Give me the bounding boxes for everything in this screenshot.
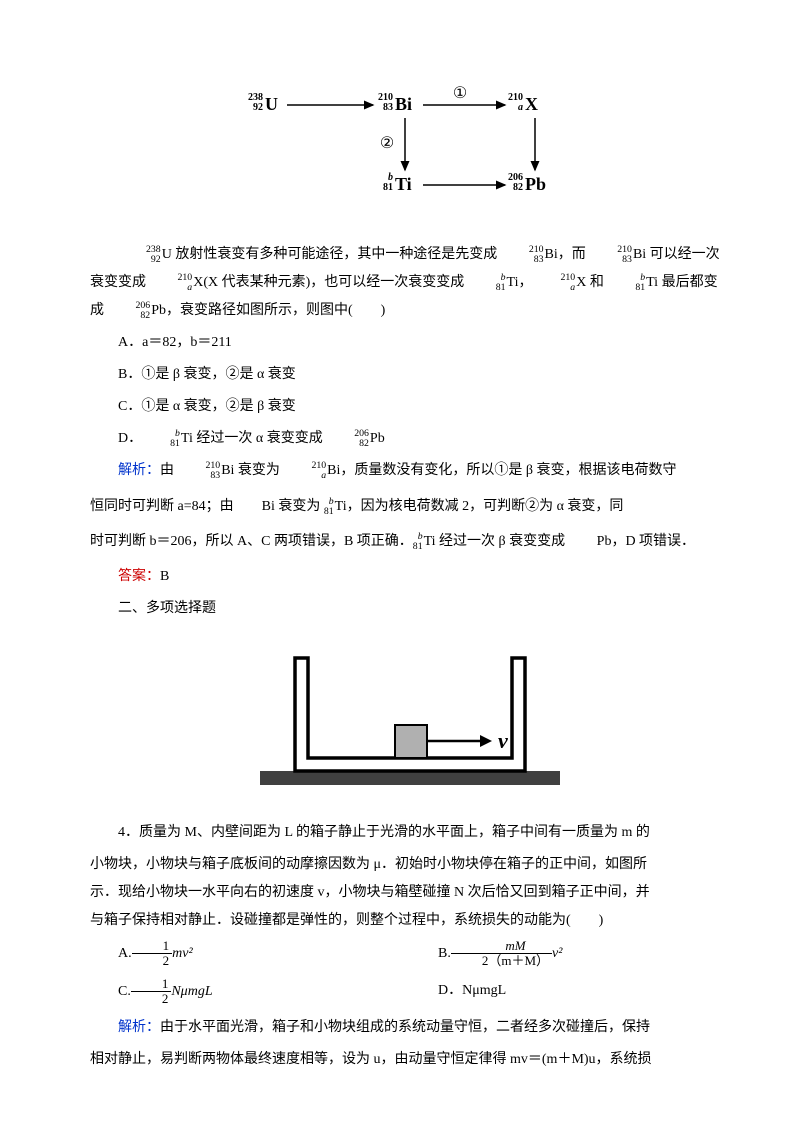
svg-text:Ti: Ti [395, 174, 412, 194]
q3-option-d: D．b81Ti 经过一次 α 衰变变成 20682Pb [90, 425, 730, 453]
analysis-label-2: 解析： [118, 1020, 160, 1035]
svg-text:a: a [518, 102, 523, 113]
q4-line2: 小物块，小物块与箱子底板间的动摩擦因数为 μ．初始时小物块停在箱子的正中间，如图… [90, 851, 730, 879]
svg-text:92: 92 [253, 102, 263, 113]
q4-option-d: D．NμmgL [410, 977, 730, 1007]
q3-option-b: B．①是 β 衰变，②是 α 衰变 [90, 361, 730, 389]
q3-analysis-3: 时可判断 b＝206，所以 A、C 两项错误，B 项正确．b81Ti 经过一次 … [90, 524, 730, 559]
svg-text:X: X [525, 94, 538, 114]
q4-option-c: C.12NμmgL [90, 977, 410, 1007]
q4-line1: 4．质量为 M、内壁间距为 L 的箱子静止于光滑的水平面上，箱子中间有一质量为 … [90, 819, 730, 847]
svg-text:83: 83 [383, 102, 393, 113]
svg-text:v: v [498, 728, 508, 753]
answer-label: 答案： [118, 569, 160, 584]
q4-analysis-1: 解析：由于水平面光滑，箱子和小物块组成的系统动量守恒，二者经多次碰撞后，保持 [90, 1014, 730, 1042]
q3-analysis-2: 恒同时可判断 a=84；由 Bi 衰变为 b81Ti，因为核电荷数减 2，可判断… [90, 489, 730, 524]
svg-text:81: 81 [383, 182, 393, 193]
q4-line3: 示．现给小物块一水平向右的初速度 v，小物块与箱壁碰撞 N 次后恰又回到箱子正中… [90, 879, 730, 907]
svg-text:②: ② [380, 135, 394, 152]
svg-text:U: U [265, 94, 278, 114]
decay-svg: 238 92 U 210 83 Bi 210 a X b 81 Ti 206 8… [245, 80, 575, 210]
q3-option-a: A．a＝82，b＝211 [90, 329, 730, 357]
decay-diagram: 238 92 U 210 83 Bi 210 a X b 81 Ti 206 8… [90, 80, 730, 221]
q4-option-b: B.mM2（m＋M）v² [410, 939, 730, 969]
box-svg: v [260, 643, 560, 788]
q4-options-row2: C.12NμmgL D．NμmgL [90, 973, 730, 1011]
q3-stem-1: 23892U 放射性衰变有多种可能途径，其中一种途径是先变成 21083Bi，而… [90, 241, 730, 325]
box-diagram: v [90, 643, 730, 799]
q4-line4: 与箱子保持相对静止．设碰撞都是弹性的，则整个过程中，系统损失的动能为( ) [90, 907, 730, 935]
svg-text:Pb: Pb [525, 174, 546, 194]
q4-option-a: A.12mv² [90, 939, 410, 969]
svg-text:82: 82 [513, 182, 523, 193]
q4-analysis-2: 相对静止，易判断两物体最终速度相等，设为 u，由动量守恒定律得 mv＝(m＋M)… [90, 1046, 730, 1074]
analysis-label: 解析： [118, 463, 160, 478]
q3-option-c: C．①是 α 衰变，②是 β 衰变 [90, 393, 730, 421]
section-2-title: 二、多项选择题 [90, 595, 730, 623]
q3-answer: 答案：B [90, 563, 730, 591]
q4-options-row1: A.12mv² B.mM2（m＋M）v² [90, 935, 730, 973]
svg-text:Bi: Bi [395, 94, 412, 114]
svg-text:①: ① [453, 85, 467, 102]
q3-analysis-1: 解析：由 21083Bi 衰变为 210aBi，质量数没有变化，所以①是 β 衰… [90, 457, 730, 485]
